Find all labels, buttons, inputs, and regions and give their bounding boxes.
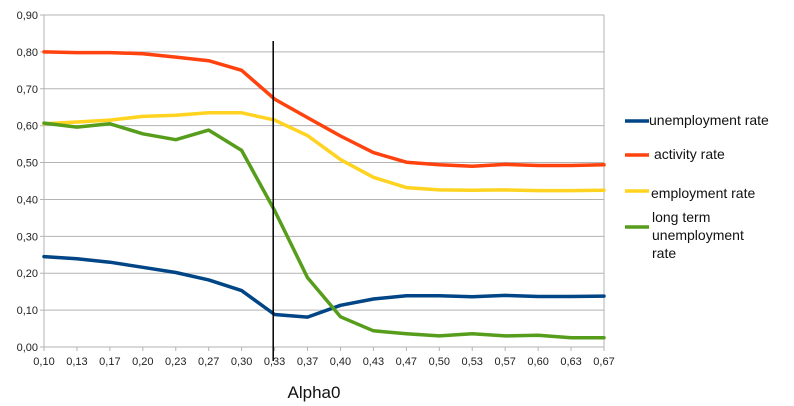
y-tick-label: 0,70 — [17, 84, 38, 96]
x-tick-label: 0,47 — [396, 356, 417, 368]
y-tick-label: 0,30 — [17, 231, 38, 243]
series-line — [42, 50, 606, 168]
y-tick-label: 0,80 — [17, 47, 38, 59]
x-tick-label: 0,20 — [132, 356, 153, 368]
axes — [43, 15, 605, 348]
x-tick-label: 0,37 — [297, 356, 318, 368]
y-tick-label: 0,50 — [17, 158, 38, 170]
y-tick-label: 0,00 — [17, 342, 38, 354]
y-tick-label: 0,40 — [17, 194, 38, 206]
y-tick-label: 0,20 — [17, 268, 38, 280]
y-tick-labels: 0,00 0,10 0,20 0,30 0,40 0,50 0,60 0,70 0,80 0,90 — [17, 10, 38, 354]
legend-label: employment rate — [651, 185, 755, 201]
legend: unemployment rate activity rate employment… — [625, 112, 769, 261]
x-axis-title: Alpha0 — [288, 383, 341, 402]
x-tick-label: 0,10 — [33, 356, 54, 368]
x-tick-label: 0,57 — [494, 356, 515, 368]
legend-label: unemployment — [652, 227, 744, 243]
x-tick-label: 0,13 — [66, 356, 87, 368]
y-tick-label: 0,90 — [17, 10, 38, 22]
x-tick-label: 0,27 — [198, 356, 219, 368]
series-line — [42, 121, 606, 340]
x-tick-labels: 0,10 0,13 0,17 0,20 0,23 0,27 0,30 0,33 0,37 0,40… — [33, 347, 615, 368]
legend-label: rate — [652, 245, 676, 261]
x-tick-label: 0,50 — [429, 356, 450, 368]
x-tick-label: 0,67 — [593, 356, 614, 368]
legend-label: long term — [652, 209, 710, 225]
y-tick-label: 0,10 — [17, 305, 38, 317]
x-tick-label: 0,17 — [99, 356, 120, 368]
x-tick-label: 0,60 — [527, 356, 548, 368]
series-line — [42, 254, 606, 319]
x-tick-label: 0,33 — [264, 356, 285, 368]
series-line — [42, 111, 606, 193]
series-lines — [42, 50, 606, 340]
legend-label: unemployment rate — [649, 112, 769, 128]
x-tick-label: 0,23 — [165, 356, 186, 368]
x-tick-label: 0,43 — [363, 356, 384, 368]
x-tick-label: 0,63 — [560, 356, 581, 368]
legend-label: activity rate — [654, 146, 725, 162]
x-tick-label: 0,53 — [462, 356, 483, 368]
x-tick-label: 0,40 — [330, 356, 351, 368]
x-tick-label: 0,30 — [231, 356, 252, 368]
y-tick-label: 0,60 — [17, 121, 38, 133]
